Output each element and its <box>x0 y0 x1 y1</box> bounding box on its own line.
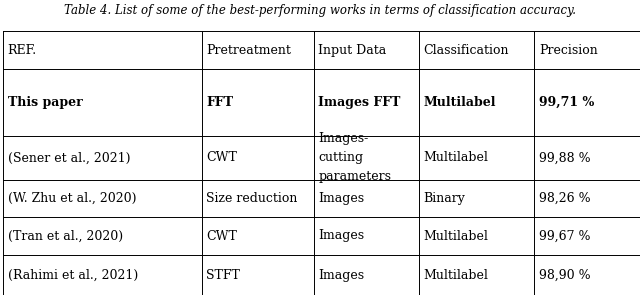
Text: FFT: FFT <box>206 96 233 109</box>
Text: This paper: This paper <box>8 96 83 109</box>
Text: Precision: Precision <box>539 44 598 57</box>
Text: Multilabel: Multilabel <box>424 268 488 282</box>
Text: 99,67 %: 99,67 % <box>539 230 590 242</box>
Text: Images: Images <box>318 230 364 242</box>
Text: Images: Images <box>318 192 364 205</box>
Text: Multilabel: Multilabel <box>424 96 496 109</box>
Text: Multilabel: Multilabel <box>424 151 488 164</box>
Text: Input Data: Input Data <box>318 44 387 57</box>
Text: (W. Zhu et al., 2020): (W. Zhu et al., 2020) <box>8 192 136 205</box>
Text: CWT: CWT <box>206 151 237 164</box>
Text: 98,90 %: 98,90 % <box>539 268 591 282</box>
Text: STFT: STFT <box>206 268 240 282</box>
Text: Binary: Binary <box>424 192 465 205</box>
Text: (Sener et al., 2021): (Sener et al., 2021) <box>8 151 130 164</box>
Text: 99,71 %: 99,71 % <box>539 96 594 109</box>
Text: Images-
cutting
parameters: Images- cutting parameters <box>318 132 391 183</box>
Text: Classification: Classification <box>424 44 509 57</box>
Text: 98,26 %: 98,26 % <box>539 192 591 205</box>
Text: Size reduction: Size reduction <box>206 192 298 205</box>
Text: (Tran et al., 2020): (Tran et al., 2020) <box>8 230 123 242</box>
Text: (Rahimi et al., 2021): (Rahimi et al., 2021) <box>8 268 138 282</box>
Text: REF.: REF. <box>8 44 37 57</box>
Text: Table 4. List of some of the best-performing works in terms of classification ac: Table 4. List of some of the best-perfor… <box>64 4 576 17</box>
Text: Images FFT: Images FFT <box>318 96 401 109</box>
Text: Images: Images <box>318 268 364 282</box>
Text: Pretreatment: Pretreatment <box>206 44 291 57</box>
Text: CWT: CWT <box>206 230 237 242</box>
Text: 99,88 %: 99,88 % <box>539 151 591 164</box>
Text: Multilabel: Multilabel <box>424 230 488 242</box>
